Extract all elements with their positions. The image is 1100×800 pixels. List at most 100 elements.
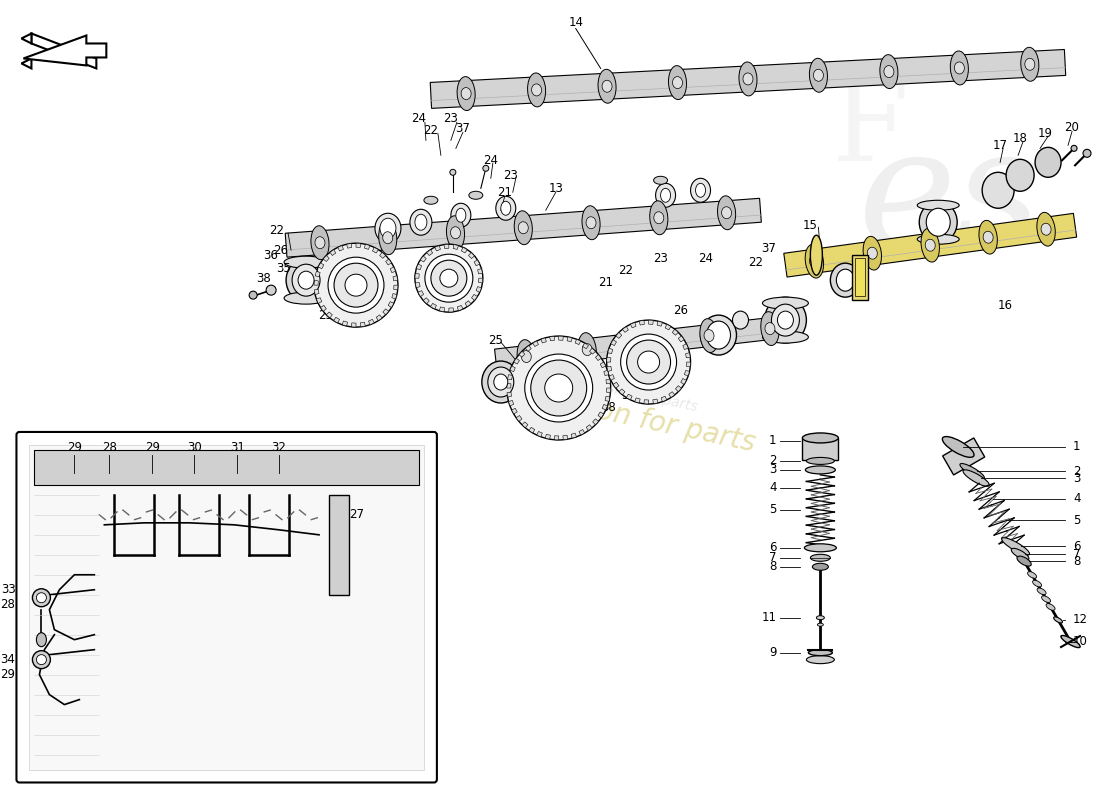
Polygon shape [616,332,622,338]
Ellipse shape [500,202,510,215]
Ellipse shape [810,58,827,92]
Ellipse shape [1046,604,1055,610]
Polygon shape [512,408,517,414]
Ellipse shape [36,593,46,602]
Polygon shape [351,323,356,327]
Circle shape [425,254,473,302]
Polygon shape [356,243,361,247]
Text: 2: 2 [1072,465,1080,478]
Ellipse shape [653,212,663,224]
Polygon shape [684,370,690,376]
Polygon shape [529,427,535,433]
Polygon shape [465,301,471,306]
Text: 3: 3 [769,463,777,477]
Polygon shape [510,366,515,372]
Polygon shape [427,250,432,255]
Ellipse shape [644,337,653,349]
Polygon shape [418,290,424,297]
Ellipse shape [983,231,993,243]
Ellipse shape [383,232,393,244]
Polygon shape [458,306,463,310]
Polygon shape [607,358,610,362]
Text: 29: 29 [145,442,160,454]
Ellipse shape [700,318,718,353]
Bar [856,258,866,296]
Polygon shape [430,303,437,309]
Text: 23: 23 [653,252,668,265]
Ellipse shape [32,589,51,606]
Polygon shape [495,314,802,371]
Ellipse shape [864,236,881,270]
Text: 37: 37 [455,122,471,135]
Text: 36: 36 [621,389,636,402]
Text: 21: 21 [497,186,513,198]
Polygon shape [386,259,392,265]
Polygon shape [644,400,649,404]
Polygon shape [330,250,336,255]
Ellipse shape [867,247,878,259]
Circle shape [1084,150,1091,158]
Polygon shape [593,419,598,425]
Text: 27: 27 [349,508,364,522]
Polygon shape [444,244,449,249]
Ellipse shape [461,87,471,99]
Polygon shape [575,339,581,345]
Polygon shape [623,326,628,332]
Ellipse shape [962,470,989,486]
Polygon shape [519,351,525,358]
Polygon shape [661,396,667,402]
Text: 25: 25 [319,309,333,322]
Ellipse shape [36,654,46,665]
Polygon shape [606,379,610,384]
Ellipse shape [602,80,612,92]
Polygon shape [315,290,319,294]
Ellipse shape [925,239,935,251]
Polygon shape [657,321,662,326]
Ellipse shape [672,77,682,89]
Ellipse shape [706,321,730,349]
Circle shape [531,360,586,416]
Ellipse shape [960,463,984,478]
Text: 13: 13 [548,182,563,194]
Bar [852,255,868,300]
Polygon shape [604,370,609,376]
Text: 29: 29 [67,442,81,454]
Ellipse shape [293,264,320,296]
Ellipse shape [656,183,675,207]
Text: 22: 22 [424,124,439,137]
Ellipse shape [813,563,828,570]
Ellipse shape [805,244,824,278]
Text: 2: 2 [769,454,777,467]
Ellipse shape [469,191,483,199]
Polygon shape [686,362,691,366]
Polygon shape [416,282,420,288]
Ellipse shape [1027,572,1036,578]
Ellipse shape [650,201,668,234]
Ellipse shape [917,200,959,210]
Polygon shape [672,330,679,335]
Ellipse shape [830,263,860,297]
Ellipse shape [639,326,657,359]
Polygon shape [23,35,107,66]
Ellipse shape [742,73,754,85]
Ellipse shape [410,210,432,235]
Polygon shape [32,34,97,69]
Ellipse shape [531,84,541,96]
Text: 23: 23 [443,112,459,125]
Ellipse shape [521,350,531,362]
Circle shape [544,374,573,402]
Polygon shape [360,322,365,327]
Polygon shape [606,388,610,393]
Circle shape [266,285,276,295]
Text: 5: 5 [769,503,777,516]
Text: 38: 38 [602,402,616,414]
Polygon shape [683,344,689,350]
Polygon shape [508,401,514,406]
Text: 24: 24 [483,154,498,167]
Ellipse shape [762,331,808,343]
Ellipse shape [32,650,51,669]
Ellipse shape [764,297,806,343]
Ellipse shape [582,343,592,355]
Ellipse shape [771,304,800,336]
Ellipse shape [494,374,508,390]
